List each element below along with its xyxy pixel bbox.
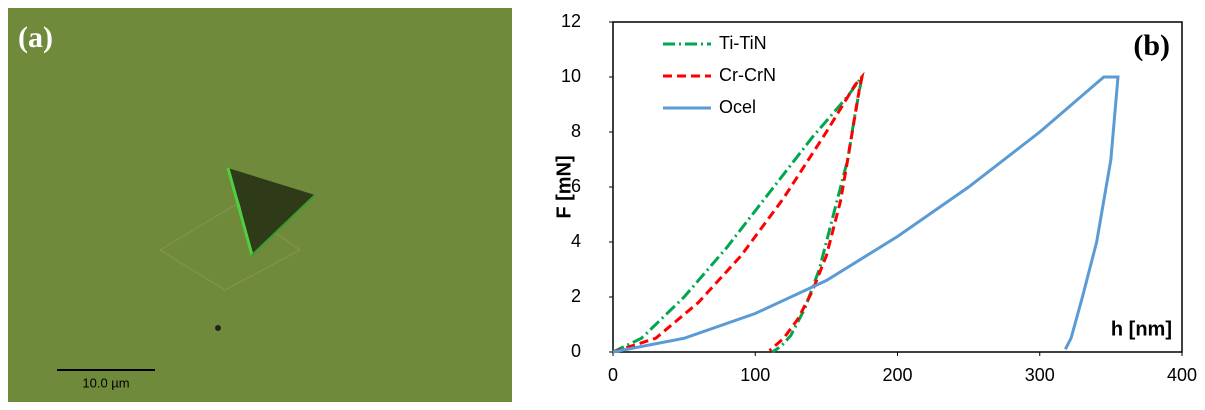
x-tick-label: 0 xyxy=(608,365,618,385)
legend-label: Cr-CrN xyxy=(719,65,776,85)
y-tick-label: 4 xyxy=(571,231,581,251)
indent-edge xyxy=(226,167,254,256)
y-tick-label: 6 xyxy=(571,176,581,196)
legend-label: Ti-TiN xyxy=(719,33,767,53)
micrograph: 10.0 µm (a) xyxy=(8,8,512,402)
series-line xyxy=(612,75,1120,354)
indent-edge xyxy=(251,194,316,256)
x-tick-label: 400 xyxy=(1167,365,1197,385)
panel-label: (a) xyxy=(18,21,53,54)
y-tick-label: 8 xyxy=(571,121,581,141)
series-line xyxy=(612,71,865,354)
y-tick-label: 10 xyxy=(561,66,581,86)
y-tick-label: 12 xyxy=(561,11,581,31)
x-axis-label: h [nm] xyxy=(1111,318,1172,340)
panel-label: (b) xyxy=(1133,29,1170,62)
y-tick-label: 2 xyxy=(571,286,581,306)
legend-label: Ocel xyxy=(719,97,756,117)
scale-bar-label: 10.0 µm xyxy=(82,375,129,390)
y-axis-label: F [mN] xyxy=(553,155,575,218)
speck xyxy=(215,325,221,331)
indent-halo xyxy=(159,204,301,291)
y-tick-label: 0 xyxy=(571,341,581,361)
x-tick-label: 300 xyxy=(1025,365,1055,385)
chart: (b) h [nm] F [mN] 0 2 4 6 8 10 12 0 100 200 300 400… xyxy=(553,11,1197,385)
x-tick-label: 100 xyxy=(740,365,770,385)
series-line xyxy=(612,76,864,354)
x-tick-label: 200 xyxy=(882,365,912,385)
indent xyxy=(228,168,315,255)
